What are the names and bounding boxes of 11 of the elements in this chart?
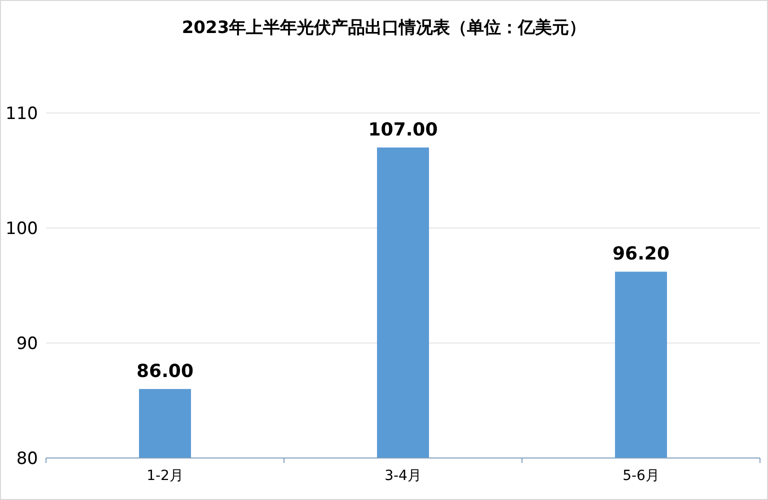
x-tick-label: 3-4月 [384, 468, 422, 484]
y-tick-label: 80 [16, 449, 38, 469]
data-label: 86.00 [136, 361, 194, 382]
y-tick-label: 90 [16, 334, 38, 354]
chart-title: 2023年上半年光伏产品出口情况表（单位：亿美元） [182, 18, 586, 38]
x-tick-label: 5-6月 [622, 468, 660, 484]
y-tick-label: 110 [6, 104, 38, 124]
x-tick-label: 1-2月 [146, 468, 184, 484]
y-tick-label: 100 [6, 219, 38, 239]
data-label: 96.20 [612, 244, 670, 265]
data-label: 107.00 [368, 120, 438, 140]
